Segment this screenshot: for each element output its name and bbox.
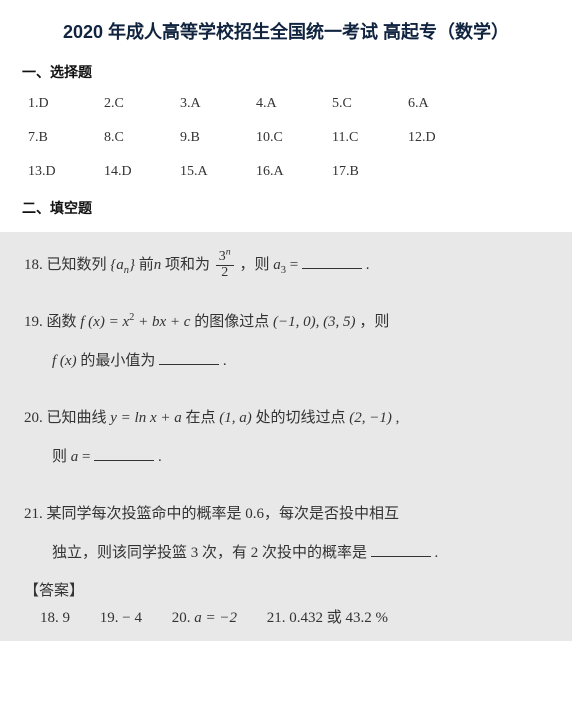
mc-row: 7.B 8.C 9.B 10.C 11.C 12.D [28,130,550,146]
mc-cell: 1.D [28,96,104,112]
mc-cell: 13.D [28,164,104,180]
question-20-line2: 则 a = . [24,438,548,477]
frac-sup: n [226,247,231,258]
q-text: ，则 [239,257,269,273]
period: . [223,353,227,369]
question-18: 18. 已知数列 {an} 前n 项和为 3n 2 ，则 a3 = . [24,246,548,285]
q-text: 独立，则该同学投篮 3 次，有 2 次投中的概率是 [52,545,367,561]
mc-cell: 5.C [332,96,408,112]
q-num: 19. [24,314,43,330]
eq: = [82,449,94,465]
blank [302,254,362,269]
blank [371,542,431,557]
q-text: 函数 [47,314,81,330]
eq1: y = ln x + a [110,410,185,426]
q-text: 前 [139,257,154,273]
frac-den: 2 [216,266,234,281]
multiple-choice-answers: 1.D 2.C 3.A 4.A 5.C 6.A 7.B 8.C 9.B 10.C… [28,96,550,180]
mc-cell: 9.B [180,130,256,146]
question-19-line2: f (x) 的最小值为 . [24,342,548,381]
a21-num: 21. [267,610,286,626]
a-var: a [71,449,79,465]
mc-cell: 12.D [408,130,484,146]
blank [159,350,219,365]
comma: , [396,410,400,426]
section2-heading: 二、填空题 [22,198,550,218]
seq-var: a [116,257,124,273]
period: . [158,449,162,465]
mc-cell: 4.A [256,96,332,112]
mc-cell: 15.A [180,164,256,180]
fx: f (x) = x [80,314,129,330]
q-text: 项和为 [165,257,210,273]
question-20: 20. 已知曲线 y = ln x + a 在点 (1, a) 处的切线过点 (… [24,399,548,438]
mc-cell: 11.C [332,130,408,146]
a19-num: 19. [100,610,119,626]
question-21-line2: 独立，则该同学投篮 3 次，有 2 次投中的概率是 . [24,534,548,573]
mc-row: 1.D 2.C 3.A 4.A 5.C 6.A [28,96,550,112]
mc-cell: 6.A [408,96,484,112]
page-title: 2020 年成人高等学校招生全国统一考试 高起专（数学） [22,18,550,44]
a3-var: a [273,257,281,273]
q-text: 已知曲线 [47,410,107,426]
q-text: 某同学每次投篮命中的概率是 0.6，每次是否投中相互 [47,506,400,522]
q-num: 21. [24,506,43,522]
q-text: 处的切线过点 [256,410,346,426]
q-num: 18. [24,257,43,273]
question-19: 19. 函数 f (x) = x2 + bx + c 的图像过点 (−1, 0)… [24,303,548,342]
mc-cell: 2.C [104,96,180,112]
points: (−1, 0), (3, 5) [273,314,356,330]
a20-num: 20. [172,610,191,626]
mc-cell: 3.A [180,96,256,112]
n-var: n [154,257,162,273]
mc-cell: 7.B [28,130,104,146]
q-text: 在点 [186,410,216,426]
frac-num: 3 [219,249,226,264]
period: . [435,545,439,561]
a18-val: 9 [63,610,71,626]
fill-in-block: 18. 已知数列 {an} 前n 项和为 3n 2 ，则 a3 = . 19. … [0,232,572,641]
q-text: ，则 [359,314,389,330]
mc-cell: 17.B [332,164,408,180]
pt2: (2, −1) [349,410,392,426]
mc-cell [408,164,484,180]
fraction: 3n 2 [214,250,236,280]
blank [94,446,154,461]
a18-num: 18. [40,610,59,626]
section1-heading: 一、选择题 [22,62,550,82]
pt: (1, a) [219,410,252,426]
q-text: 的图像过点 [194,314,269,330]
eq: = [286,257,302,273]
plus: + bx + c [134,314,190,330]
mc-cell: 10.C [256,130,332,146]
mc-cell: 16.A [256,164,332,180]
q-text: 已知数列 [47,257,107,273]
mc-cell: 8.C [104,130,180,146]
q-text: 则 [52,449,67,465]
period: . [366,257,370,273]
answers-heading: 【答案】 [24,579,548,600]
answers-row: 18. 9 19. − 4 20. a = −2 21. 0.432 或 43.… [24,606,548,627]
a20-val: a = −2 [194,610,237,626]
mc-row: 13.D 14.D 15.A 16.A 17.B [28,164,550,180]
exam-page: 2020 年成人高等学校招生全国统一考试 高起专（数学） 一、选择题 1.D 2… [0,0,572,653]
a19-val: − 4 [122,610,142,626]
fx2: f (x) [52,353,77,369]
brace-r: } [129,257,135,273]
mc-cell: 14.D [104,164,180,180]
question-21: 21. 某同学每次投篮命中的概率是 0.6，每次是否投中相互 [24,495,548,534]
q-text: 的最小值为 [80,353,155,369]
a21-val: 0.432 或 43.2 % [289,610,388,626]
q-num: 20. [24,410,43,426]
